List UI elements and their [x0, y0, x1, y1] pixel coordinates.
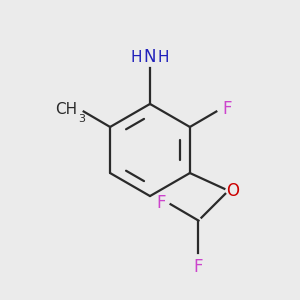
Text: H: H	[158, 50, 169, 65]
Text: N: N	[144, 48, 156, 66]
Text: F: F	[222, 100, 232, 118]
Text: CH: CH	[56, 102, 78, 117]
Text: 3: 3	[79, 115, 86, 124]
Text: H: H	[131, 50, 142, 65]
Text: F: F	[157, 194, 166, 212]
Text: O: O	[226, 182, 239, 200]
Text: F: F	[194, 258, 203, 276]
